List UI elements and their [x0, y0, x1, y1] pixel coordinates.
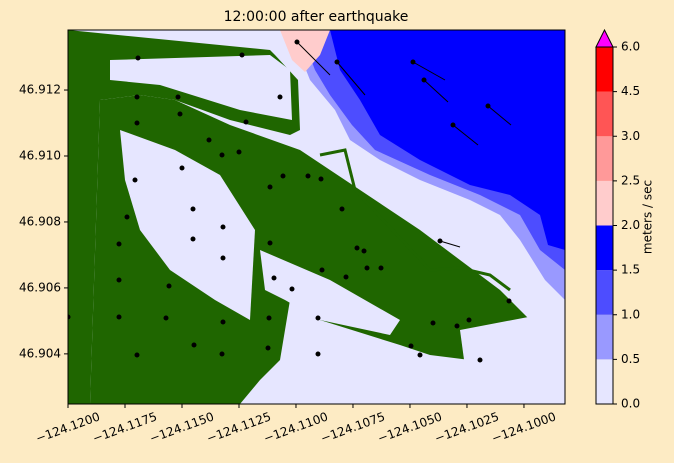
colorbar-tick-label: 6.0: [621, 40, 640, 54]
y-tick-label: 46.912: [19, 83, 61, 97]
y-tick-label: 46.904: [19, 346, 61, 360]
speed-band: [330, 30, 565, 250]
colorbar-segment: [596, 47, 613, 92]
colorbar-segment: [596, 91, 613, 137]
water: [460, 310, 565, 404]
colorbar-segment: [596, 180, 613, 226]
colorbar-segment: [596, 359, 613, 404]
speed-band: [280, 30, 330, 72]
colorbar-tick-label: 4.5: [621, 84, 640, 98]
colorbar-tick-label: 0.5: [621, 352, 640, 366]
colorbar-tick-label: 1.5: [621, 263, 640, 277]
colorbar-segment: [596, 270, 613, 315]
y-tick-label: 46.910: [19, 148, 61, 162]
colorbar-segment: [596, 136, 613, 181]
colorbar-segment: [596, 314, 613, 360]
chart-title: 12:00:00 after earthquake: [224, 9, 409, 25]
y-tick-label: 46.908: [19, 214, 61, 228]
colorbar-label: meters / sec: [641, 180, 655, 254]
lagoon: [110, 55, 292, 120]
jetty: [319, 148, 511, 292]
lagoon: [260, 250, 400, 335]
colorbar-tick-label: 0.0: [621, 397, 640, 411]
plot-frame: [67, 29, 566, 405]
colorbar-segment: [596, 225, 613, 271]
colorbar-tick-label: 2.5: [621, 173, 640, 187]
y-tick-label: 46.906: [19, 280, 61, 294]
lagoon: [120, 130, 255, 320]
colorbar-tick-label: 2.0: [621, 218, 640, 232]
colorbar-tick-label: 3.0: [621, 129, 640, 143]
colorbar-tick-label: 1.0: [621, 307, 640, 321]
map: [68, 30, 565, 404]
gauges: [68, 39, 512, 363]
